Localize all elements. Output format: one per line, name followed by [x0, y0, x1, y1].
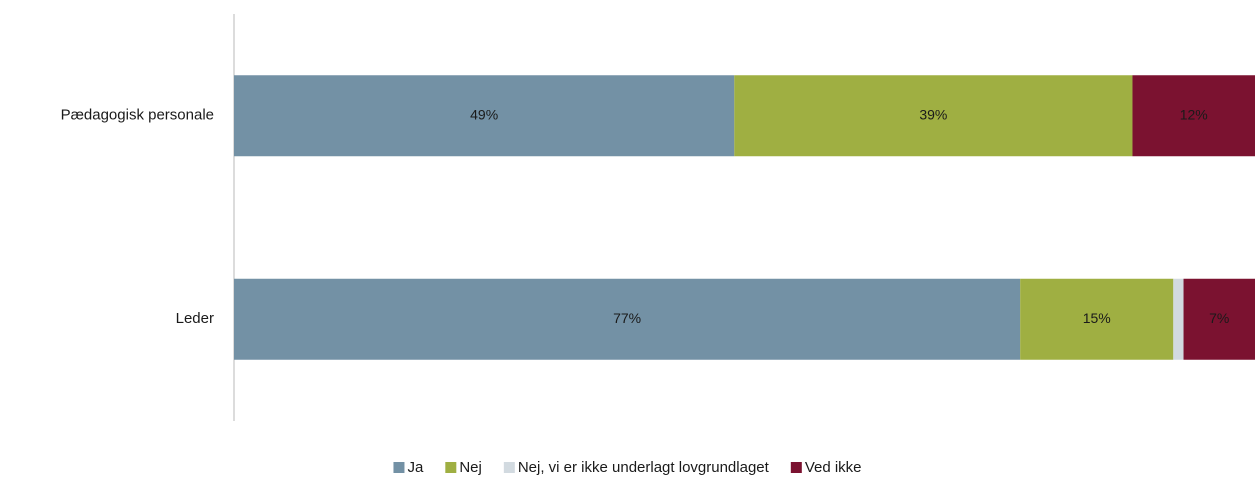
- y-tick-label: Pædagogisk personale: [61, 107, 214, 124]
- legend-swatch: [393, 462, 405, 473]
- bar-segment: [734, 75, 1133, 157]
- bar-segment: [1132, 75, 1255, 157]
- legend-label: Nej, vi er ikke underlagt lovgrundlaget: [518, 459, 770, 476]
- value-label: 77%: [613, 310, 641, 326]
- bar-segment: [1173, 278, 1184, 360]
- legend-label: Ved ikke: [805, 459, 862, 476]
- legend-label: Ja: [407, 459, 424, 476]
- legend-swatch: [790, 462, 802, 473]
- bar-segment: [1183, 278, 1255, 360]
- value-label: 7%: [1209, 310, 1229, 326]
- legend-label: Nej: [459, 459, 482, 476]
- value-label: 39%: [919, 106, 947, 122]
- y-tick-label: Leder: [176, 310, 214, 327]
- legend-swatch: [445, 462, 457, 473]
- bar-segment: [234, 75, 735, 157]
- bar-segment: [1020, 278, 1174, 360]
- value-label: 12%: [1180, 106, 1208, 122]
- bar-segment: [234, 278, 1021, 360]
- value-label: 15%: [1083, 310, 1111, 326]
- legend-swatch: [503, 462, 515, 473]
- value-label: 49%: [470, 106, 498, 122]
